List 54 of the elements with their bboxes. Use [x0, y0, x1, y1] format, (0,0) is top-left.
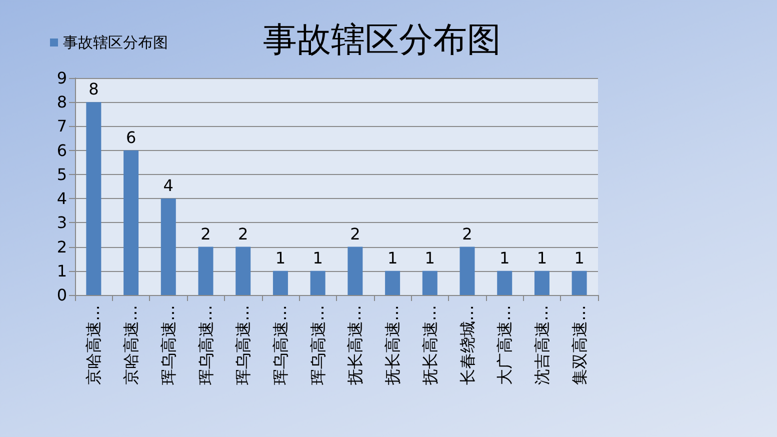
- data-label: 1: [424, 248, 435, 268]
- bar: [198, 246, 214, 295]
- x-tick-label: 大广高速…: [495, 305, 514, 385]
- bar: [272, 270, 288, 295]
- bar: [385, 270, 400, 295]
- x-tick-label: 集双高速…: [570, 305, 589, 385]
- x-tick-label: 抚长高速…: [420, 305, 440, 386]
- x-tick-label: 珲乌高速…: [308, 305, 328, 385]
- bar: [572, 270, 587, 295]
- data-label: 2: [350, 224, 360, 244]
- x-tick-label: 长春绕城…: [458, 305, 477, 385]
- x-tick-label: 京哈高速…: [84, 305, 104, 385]
- legend-label: 事故辖区分布图: [63, 34, 168, 52]
- bar: [422, 270, 438, 295]
- y-tick-label: 2: [56, 237, 67, 256]
- x-tick-label: 京哈高速…: [122, 305, 141, 385]
- data-label: 1: [312, 248, 323, 268]
- y-tick-label: 3: [56, 213, 67, 232]
- y-tick-label: 0: [56, 286, 67, 304]
- data-label: 2: [200, 224, 211, 244]
- bar: [348, 246, 363, 295]
- bar: [86, 102, 102, 295]
- data-label: 2: [462, 224, 472, 244]
- x-tick-label: 珲乌高速…: [158, 305, 178, 385]
- chart-title: 事故辖区分布图: [263, 20, 501, 60]
- bar: [460, 246, 475, 295]
- x-tick-label: 抚长高速…: [346, 305, 365, 386]
- x-tick-label: 抚长高速…: [383, 305, 402, 386]
- bar: [310, 270, 326, 295]
- data-label: 8: [88, 80, 99, 99]
- data-label: 1: [574, 248, 584, 268]
- data-label: 4: [163, 176, 174, 196]
- y-tick-label: 6: [56, 140, 67, 160]
- y-tick-label: 1: [56, 261, 67, 280]
- data-label: 6: [126, 128, 136, 147]
- data-label: 1: [536, 248, 548, 268]
- bar: [124, 150, 139, 295]
- bar: [160, 198, 176, 295]
- data-label: 2: [238, 224, 248, 244]
- data-label: 1: [387, 248, 398, 268]
- y-tick-label: 7: [56, 116, 67, 136]
- data-label: 1: [275, 248, 286, 268]
- x-tick-label: 珲乌高速…: [234, 305, 253, 385]
- data-label: 1: [500, 248, 510, 268]
- x-tick-label: 沈吉高速…: [532, 305, 552, 385]
- y-tick-label: 4: [56, 189, 67, 208]
- bar: [236, 246, 251, 295]
- y-tick-label: 5: [56, 164, 67, 184]
- y-tick-label: 9: [56, 68, 67, 88]
- bar: [534, 270, 550, 295]
- x-tick-label: 珲乌高速…: [270, 305, 290, 385]
- bar: [497, 270, 512, 295]
- x-tick-label: 珲乌高速…: [196, 305, 216, 385]
- y-tick-label: 8: [56, 92, 67, 112]
